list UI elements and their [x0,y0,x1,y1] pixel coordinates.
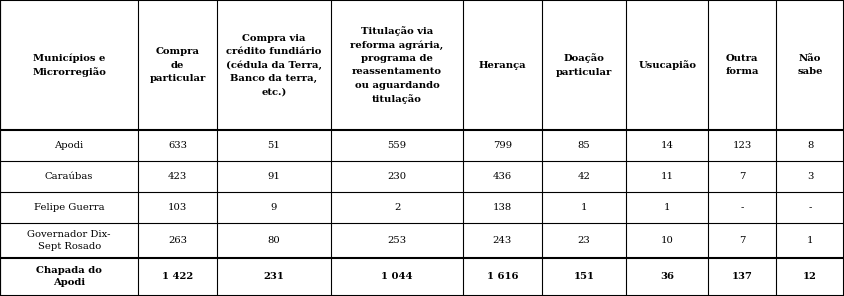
Text: Apodi: Apodi [55,141,84,150]
Text: 436: 436 [493,172,511,181]
Text: 7: 7 [739,172,745,181]
Text: 91: 91 [268,172,280,181]
Text: 7: 7 [739,236,745,245]
Text: Usucapião: Usucapião [638,60,696,70]
Text: Municípios e
Microrregião: Municípios e Microrregião [32,53,106,77]
Text: 151: 151 [573,272,594,281]
Text: 11: 11 [661,172,674,181]
Text: 80: 80 [268,236,280,245]
Text: 799: 799 [493,141,511,150]
Text: 23: 23 [577,236,590,245]
Text: 138: 138 [493,203,512,213]
Text: 231: 231 [263,272,284,281]
Text: 253: 253 [387,236,407,245]
Text: 3: 3 [807,172,814,181]
Text: Felipe Guerra: Felipe Guerra [34,203,105,213]
Text: 36: 36 [660,272,674,281]
Text: 123: 123 [733,141,752,150]
Text: -: - [809,203,812,213]
Text: 10: 10 [661,236,674,245]
Text: Compra
de
particular: Compra de particular [149,47,206,83]
Text: 137: 137 [732,272,753,281]
Text: 8: 8 [807,141,814,150]
Text: 1 044: 1 044 [381,272,413,281]
Text: 42: 42 [577,172,590,181]
Text: Governador Dix-
Sept Rosado: Governador Dix- Sept Rosado [27,230,111,251]
Text: 243: 243 [493,236,512,245]
Text: 14: 14 [661,141,674,150]
Text: 263: 263 [168,236,187,245]
Text: 1 616: 1 616 [486,272,518,281]
Text: 2: 2 [394,203,400,213]
Text: 9: 9 [271,203,277,213]
Text: 633: 633 [168,141,187,150]
Text: 1: 1 [581,203,587,213]
Text: 1 422: 1 422 [162,272,193,281]
Text: 1: 1 [664,203,671,213]
Text: 1: 1 [807,236,814,245]
Text: 103: 103 [168,203,187,213]
Text: -: - [740,203,744,213]
Text: 51: 51 [268,141,280,150]
Text: Herança: Herança [479,61,526,70]
Text: 12: 12 [803,272,817,281]
Text: Caraúbas: Caraúbas [45,172,94,181]
Text: Chapada do
Apodi: Chapada do Apodi [36,266,102,287]
Text: Outra
forma: Outra forma [726,54,759,76]
Text: 423: 423 [168,172,187,181]
Text: Não
sabe: Não sabe [798,54,823,76]
Text: Compra via
crédito fundiário
(cédula da Terra,
Banco da terra,
etc.): Compra via crédito fundiário (cédula da … [226,34,322,96]
Text: Doação
particular: Doação particular [555,54,612,77]
Text: 559: 559 [387,141,407,150]
Text: 230: 230 [387,172,407,181]
Text: 85: 85 [577,141,590,150]
Text: Titulação via
reforma agrária,
programa de
reassentamento
ou aguardando
titulaçã: Titulação via reforma agrária, programa … [350,26,444,104]
